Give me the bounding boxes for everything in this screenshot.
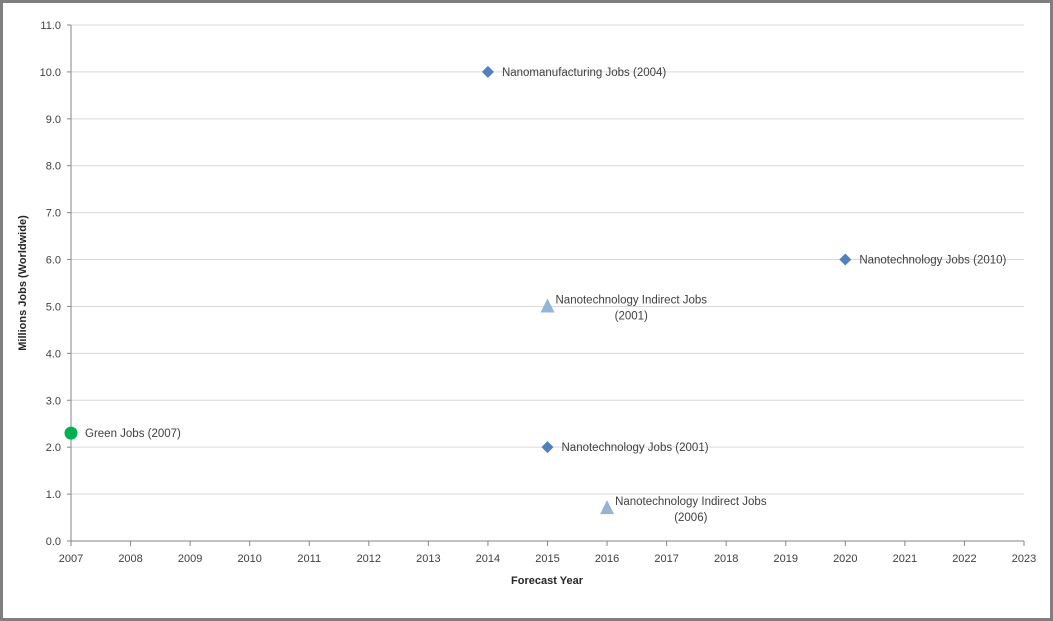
point-label: (2001) [615, 310, 648, 322]
data-labels: Nanomanufacturing Jobs (2004) Nanotechnol… [85, 67, 1007, 524]
x-tick-label: 2021 [893, 553, 917, 565]
y-tick-label: 8.0 [46, 161, 61, 173]
point-label: (2006) [674, 512, 707, 524]
point-label: Nanotechnology Indirect Jobs [615, 496, 767, 508]
triangle-marker [600, 500, 615, 515]
diamond-marker [481, 65, 494, 78]
diamond-marker [839, 253, 852, 266]
x-tick-label: 2011 [297, 553, 321, 565]
gridlines [71, 24, 1024, 495]
point-label: Nanotechnology Jobs (2001) [562, 442, 709, 454]
x-tick-label: 2023 [1012, 553, 1036, 565]
circle-marker [64, 426, 78, 440]
data-points [64, 65, 852, 515]
y-tick-label: 0.0 [46, 536, 61, 548]
x-tick-label: 2010 [237, 553, 261, 565]
point-label: Nanomanufacturing Jobs (2004) [502, 67, 666, 79]
x-tick-label: 2016 [595, 553, 619, 565]
x-tick-label: 2018 [714, 553, 738, 565]
x-tick-labels: 2007 2008 2009 2010 2011 2012 2013 2014 2015 2016… [59, 553, 1036, 565]
y-tick-label: 1.0 [46, 489, 61, 501]
x-tick-label: 2015 [535, 553, 559, 565]
point-label: Green Jobs (2007) [85, 428, 181, 440]
y-tick-label: 2.0 [46, 442, 61, 454]
point-label: Nanotechnology Indirect Jobs [556, 294, 708, 306]
x-tick-label: 2012 [357, 553, 381, 565]
triangle-marker [540, 298, 555, 313]
x-tick-label: 2019 [774, 553, 798, 565]
y-tick-label: 3.0 [46, 395, 61, 407]
x-tick-label: 2020 [833, 553, 857, 565]
x-tick-label: 2017 [654, 553, 678, 565]
y-tick-label: 4.0 [46, 348, 61, 360]
x-tick-label: 2009 [178, 553, 202, 565]
y-axis-title: Millions Jobs (Worldwide) [17, 215, 29, 351]
diamond-marker [541, 441, 554, 454]
y-tick-label: 5.0 [46, 301, 61, 313]
x-tick-label: 2013 [416, 553, 440, 565]
x-tick-label: 2007 [59, 553, 83, 565]
y-tick-label: 7.0 [46, 208, 61, 220]
x-tick-label: 2008 [118, 553, 142, 565]
y-tick-label: 6.0 [46, 255, 61, 267]
x-tick-label: 2022 [952, 553, 976, 565]
x-tick-label: 2014 [476, 553, 500, 565]
axes [67, 24, 1025, 546]
y-tick-label: 11.0 [40, 20, 61, 32]
y-tick-labels: 0.0 1.0 2.0 3.0 4.0 5.0 6.0 7.0 8.0 9.0 10.0 11.0 [40, 20, 61, 548]
x-axis-title: Forecast Year [511, 575, 584, 587]
y-tick-label: 9.0 [46, 114, 61, 126]
y-tick-label: 10.0 [40, 67, 61, 79]
point-label: Nanotechnology Jobs (2010) [859, 255, 1006, 267]
